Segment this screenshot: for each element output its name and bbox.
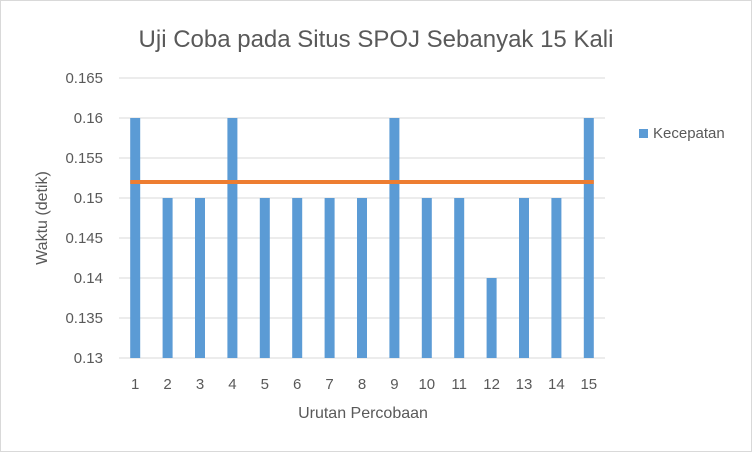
x-tick-label: 6 bbox=[293, 376, 301, 393]
bar bbox=[421, 198, 432, 358]
y-tick-label: 0.15 bbox=[74, 190, 103, 207]
x-tick-label: 3 bbox=[196, 376, 204, 393]
y-tick-label: 0.145 bbox=[65, 230, 103, 247]
x-axis-label: Urutan Percobaan bbox=[298, 405, 428, 422]
y-tick-label: 0.135 bbox=[65, 310, 103, 327]
y-tick-label: 0.13 bbox=[74, 350, 103, 367]
bar bbox=[583, 118, 594, 358]
x-tick-label: 15 bbox=[580, 376, 597, 393]
y-tick-label: 0.16 bbox=[74, 110, 103, 127]
legend-label-kecepatan: Kecepatan bbox=[653, 125, 725, 142]
y-axis-label: Waktu (detik) bbox=[34, 171, 51, 265]
bars bbox=[130, 118, 594, 358]
bar bbox=[130, 118, 141, 358]
bar bbox=[227, 118, 238, 358]
x-tick-label: 11 bbox=[451, 376, 467, 393]
bar bbox=[357, 198, 367, 358]
bar bbox=[519, 198, 529, 358]
x-tick-label: 5 bbox=[261, 376, 269, 393]
bar bbox=[162, 198, 173, 358]
x-tick-label: 12 bbox=[483, 376, 500, 393]
x-tick-label: 4 bbox=[228, 376, 236, 393]
x-tick-label: 14 bbox=[548, 376, 565, 393]
bar bbox=[259, 198, 270, 358]
y-tick-label: 0.155 bbox=[65, 150, 103, 167]
bar bbox=[324, 198, 335, 358]
x-tick-label: 10 bbox=[418, 376, 435, 393]
x-tick-label: 8 bbox=[358, 376, 366, 393]
y-tick-label: 0.14 bbox=[74, 270, 103, 287]
y-tick-label: 0.165 bbox=[65, 70, 103, 87]
chart-title: Uji Coba pada Situs SPOJ Sebanyak 15 Kal… bbox=[139, 26, 614, 53]
x-tick-label: 2 bbox=[163, 376, 171, 393]
bar bbox=[551, 198, 562, 358]
x-axis-ticks: 1 2 3 4 5 6 7 8 9 10 11 12 13 14 15 bbox=[131, 376, 597, 393]
x-tick-label: 13 bbox=[516, 376, 533, 393]
bar bbox=[486, 278, 497, 358]
bar bbox=[292, 198, 303, 358]
y-axis-ticks: 0.13 0.135 0.14 0.145 0.15 0.155 0.16 0.165 bbox=[65, 70, 103, 367]
legend: Kecepatan bbox=[639, 125, 725, 142]
bar bbox=[389, 118, 400, 358]
bar bbox=[454, 198, 465, 358]
bar bbox=[195, 198, 205, 358]
x-tick-label: 7 bbox=[325, 376, 333, 393]
legend-swatch-kecepatan bbox=[639, 129, 648, 138]
x-tick-label: 9 bbox=[390, 376, 398, 393]
x-tick-label: 1 bbox=[131, 376, 139, 393]
